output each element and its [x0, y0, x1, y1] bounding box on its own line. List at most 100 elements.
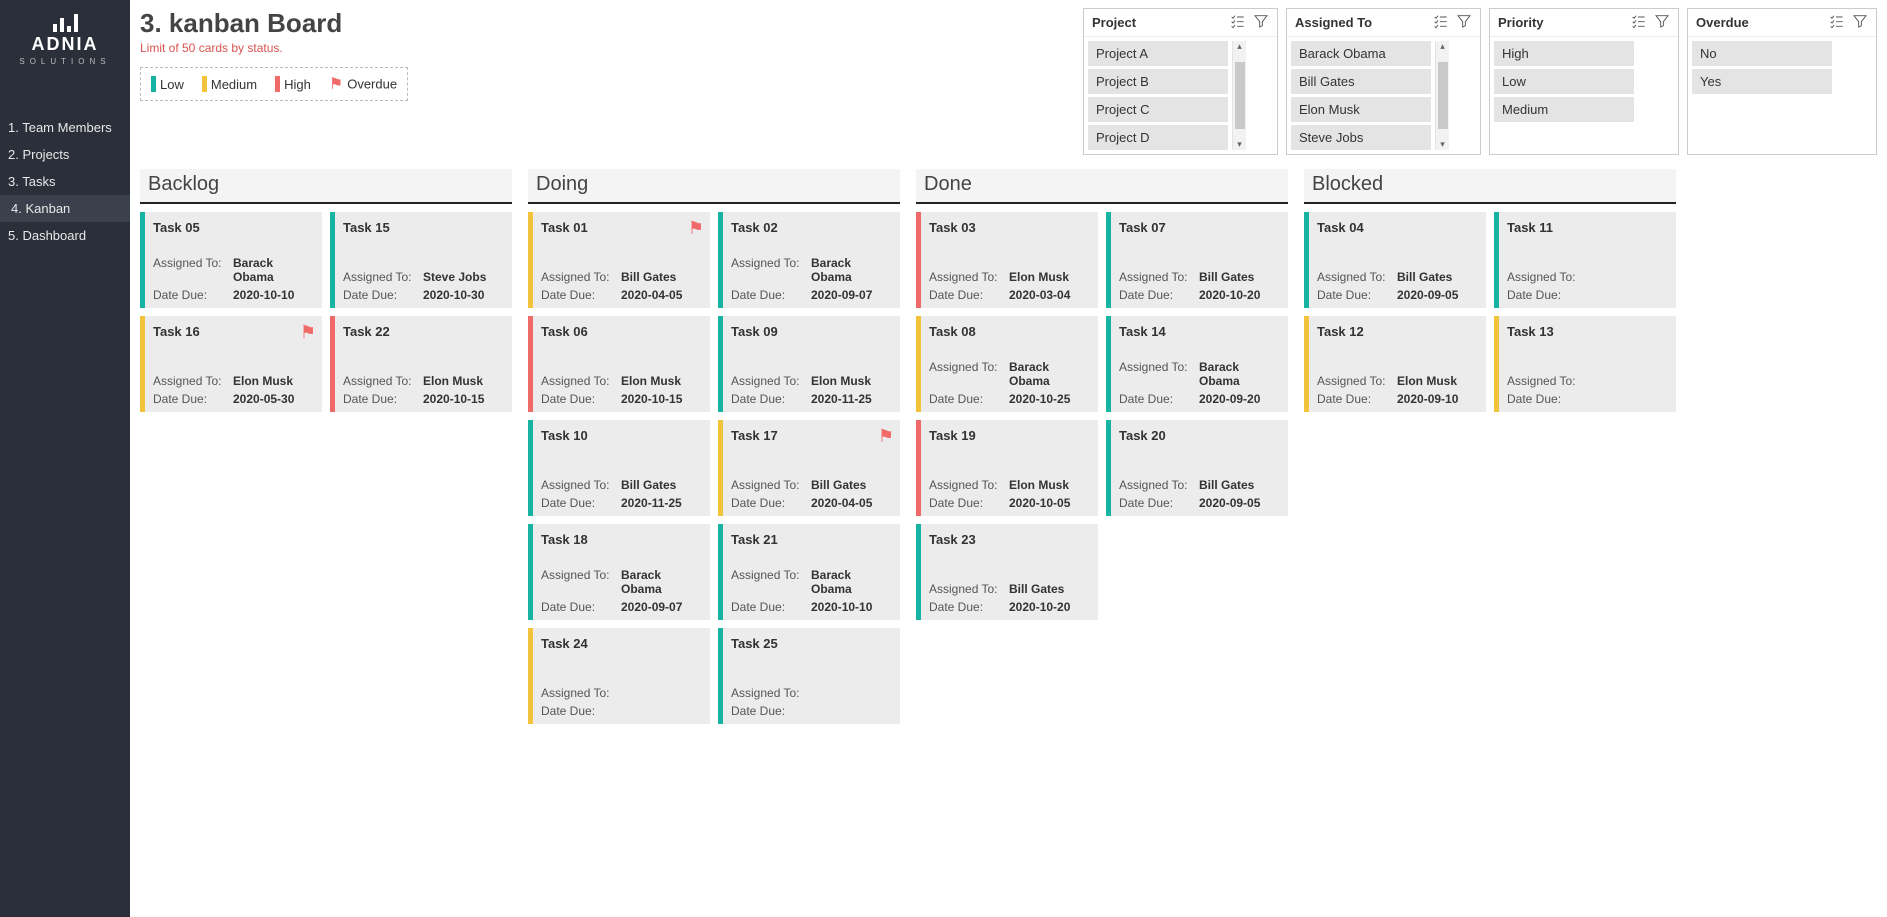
nav-item[interactable]: 4. Kanban: [0, 195, 130, 222]
due-label: Date Due:: [731, 288, 805, 302]
filter-body: High Low Medium: [1490, 37, 1678, 126]
kanban-card[interactable]: Task 23Assigned To:Bill GatesDate Due:20…: [916, 524, 1098, 620]
filter-header: Project: [1084, 9, 1277, 37]
kanban-card[interactable]: Task 13 Assigned To: Date Due:: [1494, 316, 1676, 412]
kanban-card[interactable]: Task 14Assigned To:Barack ObamaDate Due:…: [1106, 316, 1288, 412]
filter-option[interactable]: Elon Musk: [1291, 97, 1431, 122]
kanban-card[interactable]: Task 15Assigned To:Steve JobsDate Due:20…: [330, 212, 512, 308]
card-assigned-to: Bill Gates: [621, 270, 676, 284]
kanban-card[interactable]: Task 24Assigned To:Date Due:: [528, 628, 710, 724]
card-title: Task 10: [541, 428, 702, 443]
scrollbar-thumb[interactable]: [1235, 62, 1245, 129]
nav-item[interactable]: 1. Team Members: [0, 114, 130, 141]
filter-option[interactable]: Project D: [1088, 125, 1228, 150]
filter-option[interactable]: Project C: [1088, 97, 1228, 122]
due-label: Date Due:: [1317, 288, 1391, 302]
multiselect-icon[interactable]: [1828, 13, 1844, 32]
kanban-card[interactable]: Task 08Assigned To:Barack ObamaDate Due:…: [916, 316, 1098, 412]
kanban-card[interactable]: Task 20Assigned To:Bill GatesDate Due:20…: [1106, 420, 1288, 516]
filter-option[interactable]: Steve Jobs: [1291, 125, 1431, 150]
filter-title: Priority: [1498, 15, 1544, 30]
page-subtitle: Limit of 50 cards by status.: [140, 41, 500, 55]
due-label: Date Due:: [1507, 392, 1581, 406]
kanban-column: BacklogTask 05Assigned To:Barack ObamaDa…: [140, 169, 512, 724]
scrollbar[interactable]: ▴▾: [1435, 41, 1449, 150]
kanban-card[interactable]: Task 21Assigned To:Barack ObamaDate Due:…: [718, 524, 900, 620]
clear-filter-icon[interactable]: [1654, 13, 1670, 32]
filter-option[interactable]: Yes: [1692, 69, 1832, 94]
kanban-card[interactable]: Task 25Assigned To:Date Due:: [718, 628, 900, 724]
card-title: Task 24: [541, 636, 702, 651]
due-label: Date Due:: [1119, 288, 1193, 302]
filter-option[interactable]: Bill Gates: [1291, 69, 1431, 94]
kanban-column: BlockedTask 04Assigned To:Bill GatesDate…: [1304, 169, 1676, 724]
kanban-card[interactable]: Task 22Assigned To:Elon MuskDate Due:202…: [330, 316, 512, 412]
filter-option[interactable]: Medium: [1494, 97, 1634, 122]
card-assigned-to: Elon Musk: [621, 374, 681, 388]
card-date-due: 2020-09-20: [1199, 392, 1260, 406]
assigned-label: Assigned To:: [343, 270, 417, 284]
card-assigned-to: Barack Obama: [233, 256, 314, 284]
filter-option[interactable]: No: [1692, 41, 1832, 66]
card-assigned-to: Elon Musk: [811, 374, 871, 388]
multiselect-icon[interactable]: [1432, 13, 1448, 32]
nav-item[interactable]: 5. Dashboard: [0, 222, 130, 249]
card-assigned-to: Bill Gates: [811, 478, 866, 492]
card-title: Task 21: [731, 532, 892, 547]
multiselect-icon[interactable]: [1229, 13, 1245, 32]
kanban-card[interactable]: Task 19Assigned To:Elon MuskDate Due:202…: [916, 420, 1098, 516]
filter-title: Overdue: [1696, 15, 1749, 30]
card-title: Task 13: [1507, 324, 1668, 339]
kanban-card[interactable]: Task 11Assigned To:Date Due:: [1494, 212, 1676, 308]
column-cards: ⚑Task 01Assigned To:Bill GatesDate Due:2…: [528, 212, 900, 724]
due-label: Date Due:: [541, 704, 615, 718]
multiselect-icon[interactable]: [1630, 13, 1646, 32]
kanban-card[interactable]: ⚑Task 17Assigned To:Bill GatesDate Due:2…: [718, 420, 900, 516]
kanban-card[interactable]: Task 02Assigned To:Barack ObamaDate Due:…: [718, 212, 900, 308]
kanban-card[interactable]: Task 04Assigned To:Bill GatesDate Due:20…: [1304, 212, 1486, 308]
filter-header: Assigned To: [1287, 9, 1480, 37]
filter-header: Priority: [1490, 9, 1678, 37]
filter-header: Overdue: [1688, 9, 1876, 37]
kanban-card[interactable]: Task 06Assigned To:Elon MuskDate Due:202…: [528, 316, 710, 412]
kanban-card[interactable]: Task 18Assigned To:Barack ObamaDate Due:…: [528, 524, 710, 620]
card-assigned-to: Bill Gates: [621, 478, 676, 492]
kanban-card[interactable]: Task 10Assigned To:Bill GatesDate Due:20…: [528, 420, 710, 516]
clear-filter-icon[interactable]: [1253, 13, 1269, 32]
clear-filter-icon[interactable]: [1456, 13, 1472, 32]
card-date-due: 2020-05-30: [233, 392, 294, 406]
card-date-due: 2020-04-05: [621, 288, 682, 302]
card-title: Task 12: [1317, 324, 1478, 339]
clear-filter-icon[interactable]: [1852, 13, 1868, 32]
kanban-card[interactable]: Task 03Assigned To:Elon MuskDate Due:202…: [916, 212, 1098, 308]
scrollbar-thumb[interactable]: [1438, 62, 1448, 129]
kanban-card[interactable]: Task 07Assigned To:Bill GatesDate Due:20…: [1106, 212, 1288, 308]
kanban-card[interactable]: ⚑Task 16Assigned To:Elon MuskDate Due:20…: [140, 316, 322, 412]
nav-item[interactable]: 3. Tasks: [0, 168, 130, 195]
title-block: 3. kanban Board Limit of 50 cards by sta…: [140, 8, 500, 101]
filter-option[interactable]: High: [1494, 41, 1634, 66]
card-assigned-to: Steve Jobs: [423, 270, 486, 284]
chevron-down-icon[interactable]: ▾: [1237, 139, 1242, 150]
assigned-label: Assigned To:: [1507, 374, 1581, 388]
due-label: Date Due:: [929, 288, 1003, 302]
due-label: Date Due:: [731, 600, 805, 614]
legend-high: High: [275, 76, 311, 93]
filter-option[interactable]: Project A: [1088, 41, 1228, 66]
kanban-card[interactable]: ⚑Task 01Assigned To:Bill GatesDate Due:2…: [528, 212, 710, 308]
chevron-up-icon[interactable]: ▴: [1237, 41, 1242, 52]
nav-item[interactable]: 2. Projects: [0, 141, 130, 168]
filter-option[interactable]: Low: [1494, 69, 1634, 94]
filter-body: Project AProject BProject CProject D▴▾: [1084, 37, 1277, 154]
kanban-card[interactable]: Task 05Assigned To:Barack ObamaDate Due:…: [140, 212, 322, 308]
scrollbar[interactable]: ▴▾: [1232, 41, 1246, 150]
kanban-card[interactable]: Task 12Assigned To:Elon MuskDate Due:202…: [1304, 316, 1486, 412]
chevron-down-icon[interactable]: ▾: [1440, 139, 1445, 150]
card-title: Task 18: [541, 532, 702, 547]
filter-option[interactable]: Barack Obama: [1291, 41, 1431, 66]
card-title: Task 02: [731, 220, 892, 235]
column-title: Done: [916, 169, 1288, 204]
kanban-card[interactable]: Task 09Assigned To:Elon MuskDate Due:202…: [718, 316, 900, 412]
filter-option[interactable]: Project B: [1088, 69, 1228, 94]
chevron-up-icon[interactable]: ▴: [1440, 41, 1445, 52]
